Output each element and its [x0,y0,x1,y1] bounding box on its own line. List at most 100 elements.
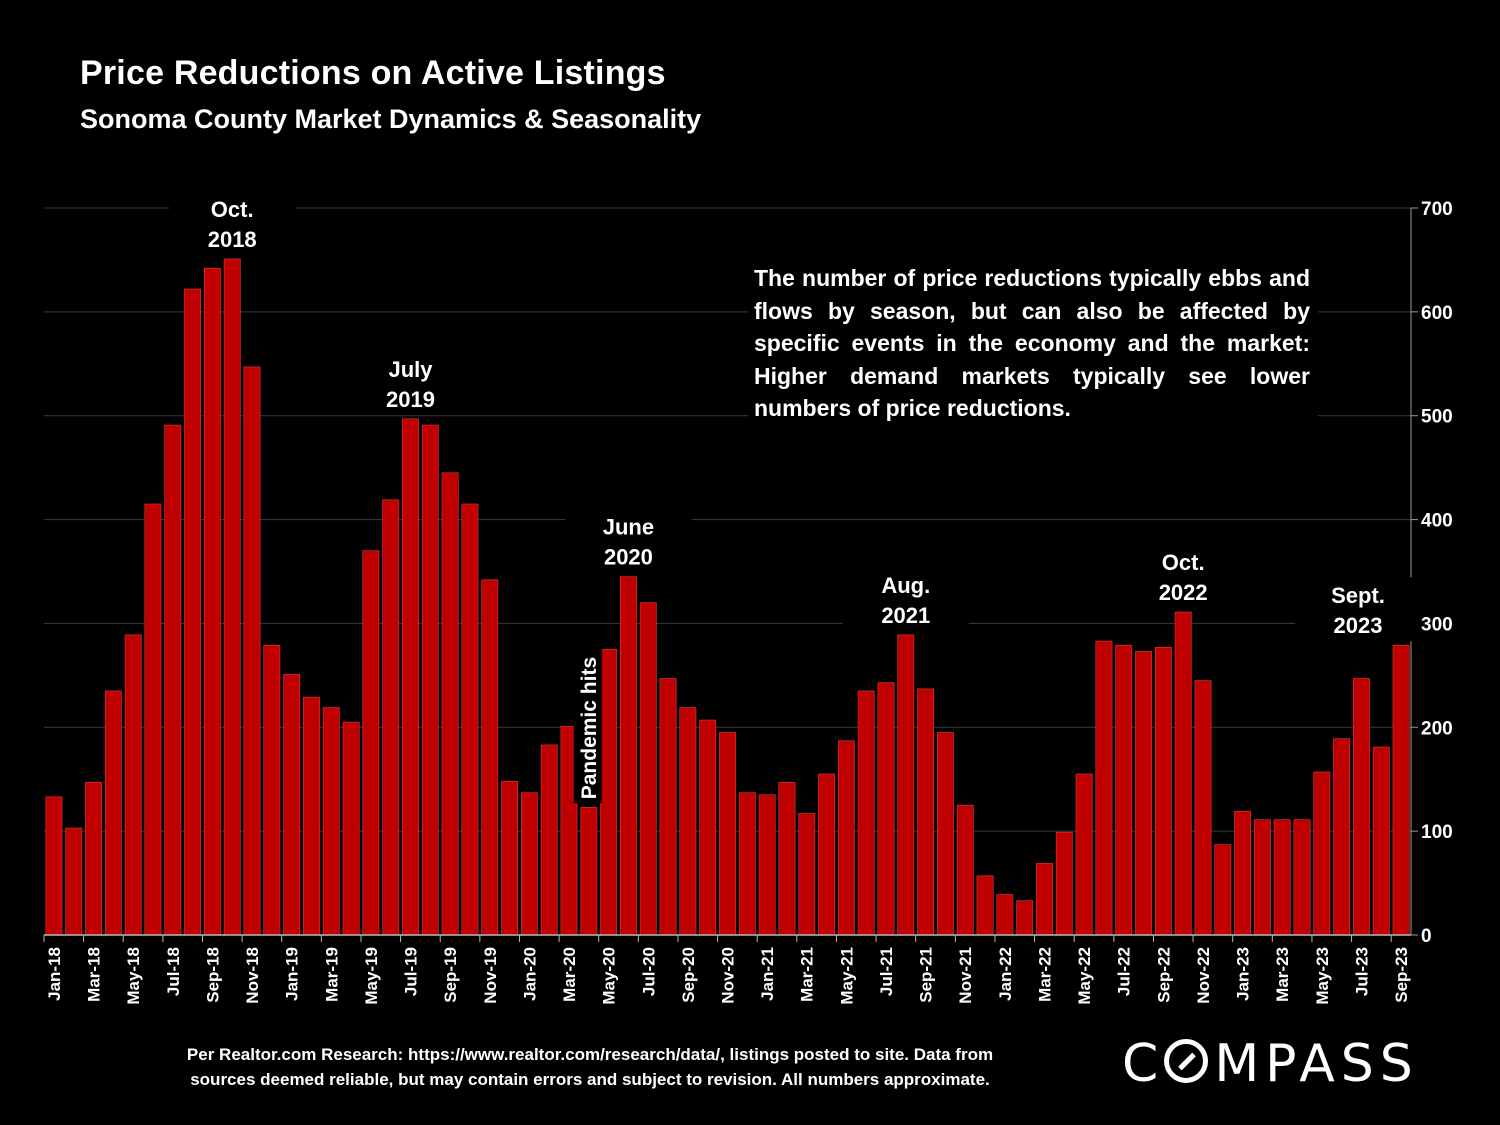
x-tick-label: Nov-20 [719,947,738,1004]
bar-Jan-18 [45,796,63,936]
bar-Sep-23 [1392,644,1410,936]
bar-Mar-18 [85,782,102,936]
bar-Dec-20 [738,792,756,936]
bar-Apr-20 [580,806,598,936]
bar-Apr-19 [342,721,360,936]
logo-prefix: C [1122,1034,1165,1094]
bar-Oct-22 [1174,611,1192,936]
bar-Dec-19 [501,780,518,936]
bar-Oct-20 [699,719,717,936]
bar-Feb-23 [1253,819,1271,936]
bar-Jun-18 [144,503,162,936]
bar-Jul-20 [639,602,657,936]
bar-Jan-21 [758,794,776,936]
chart-title: Price Reductions on Active Listings [80,54,666,92]
annotation-bg [573,647,602,804]
bar-Sep-19 [441,472,459,936]
source-line-2: sources deemed reliable, but may contain… [190,1070,990,1089]
x-tick-label: Mar-23 [1273,947,1292,1002]
annotation-year: 2021 [881,603,930,628]
x-tick-label: Mar-18 [85,947,104,1002]
bar-Nov-19 [481,579,499,936]
y-tick-label: 600 [1421,303,1453,324]
bar-May-21 [837,740,855,936]
x-tick-label: Jul-21 [877,947,896,996]
bar-Aug-21 [897,634,915,936]
bar-Jun-22 [1095,640,1113,936]
bar-Jul-18 [164,424,182,936]
x-tick-label: May-21 [837,947,856,1005]
bar-Mar-22 [1036,863,1053,936]
bar-Feb-21 [778,782,796,936]
bar-Aug-18 [184,288,202,936]
y-tick-label: 500 [1421,407,1453,428]
annotation-month: Aug. [881,573,930,598]
y-tick-label: 400 [1421,511,1453,532]
x-tick-label: Mar-20 [560,947,579,1002]
x-tick-label: Jul-23 [1352,947,1371,996]
x-tick-label: Nov-22 [1194,947,1213,1004]
bar-Jan-20 [520,792,538,936]
x-tick-label: Sep-21 [917,947,936,1003]
annotation-year: 2018 [208,227,257,252]
bar-Feb-22 [1016,900,1034,936]
x-tick-label: Jan-23 [1234,947,1253,1001]
compass-logo: C MPASS [1122,1034,1419,1094]
bar-Jan-19 [283,674,301,936]
x-tick-label: May-19 [362,947,381,1005]
y-tick-label: 0 [1421,926,1432,947]
annotation-bg [1120,544,1247,609]
x-tick-label: May-20 [600,947,619,1005]
y-tick-label: 200 [1421,718,1453,739]
chart-subtitle: Sonoma County Market Dynamics & Seasonal… [80,104,702,134]
bar-Jun-21 [857,690,875,936]
bar-Jun-23 [1333,738,1351,936]
bar-Apr-21 [818,773,835,936]
bar-Apr-23 [1293,819,1311,936]
x-tick-label: May-22 [1075,947,1094,1005]
bar-Aug-19 [421,424,439,936]
annotation-bg [169,190,296,255]
x-tick-label: Nov-18 [243,947,262,1004]
y-tick-label: 100 [1421,822,1453,843]
bar-Nov-22 [1194,680,1212,936]
bar-Nov-21 [956,804,974,936]
x-tick-label: Jan-18 [45,947,64,1001]
bar-Apr-18 [104,690,122,936]
bar-Mar-19 [322,707,340,936]
x-tick-label: Mar-21 [798,947,817,1002]
annotation-month: Sept. [1331,583,1385,608]
annotation-bg [565,508,692,573]
x-tick-label: Sep-19 [441,947,460,1003]
source-footer: Per Realtor.com Research: https://www.re… [115,1042,1065,1092]
x-tick-label: Jan-19 [283,947,302,1001]
bar-May-20 [600,649,618,936]
x-tick-label: Mar-19 [322,947,341,1002]
x-tick-label: Jul-22 [1115,947,1134,996]
bar-Jun-19 [382,499,400,936]
annotation-year: 2020 [604,545,653,570]
bar-Oct-18 [223,258,241,936]
bar-Oct-21 [937,732,954,936]
annotation-month: Oct. [211,197,254,222]
annotation-bg [347,350,474,415]
bar-May-23 [1313,771,1331,936]
annotation-bg [1295,577,1421,642]
bar-Feb-19 [303,696,320,936]
bar-Jan-23 [1234,811,1252,936]
bar-Sep-21 [917,688,935,936]
bar-Aug-23 [1372,746,1390,936]
bar-Jul-19 [402,418,419,936]
chart-note: The number of price reductions typically… [748,260,1318,433]
x-tick-label: Jul-19 [402,947,421,996]
annotation-year: 2023 [1334,613,1383,638]
bar-Mar-21 [798,813,816,936]
bar-Aug-20 [659,678,677,936]
x-tick-label: Jan-22 [996,947,1015,1001]
bar-Feb-20 [540,744,558,936]
annotation-pandemic-hits: Pandemic hits [578,657,601,799]
bar-Mar-23 [1273,819,1291,936]
y-tick-label: 700 [1421,199,1453,220]
bar-Nov-20 [719,732,736,936]
